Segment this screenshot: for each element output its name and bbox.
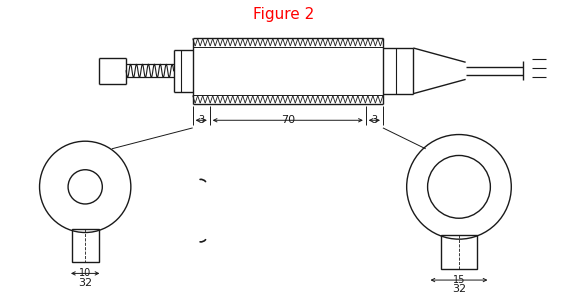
Text: Figure 2: Figure 2 <box>253 7 315 22</box>
Text: 15: 15 <box>453 275 465 285</box>
Bar <box>441 235 477 269</box>
Text: 10: 10 <box>79 268 91 278</box>
Text: 3: 3 <box>198 115 204 125</box>
Text: 70: 70 <box>281 115 295 125</box>
Text: 32: 32 <box>78 278 92 288</box>
Text: 32: 32 <box>452 284 466 293</box>
Text: 3: 3 <box>371 115 378 125</box>
Bar <box>72 229 99 262</box>
